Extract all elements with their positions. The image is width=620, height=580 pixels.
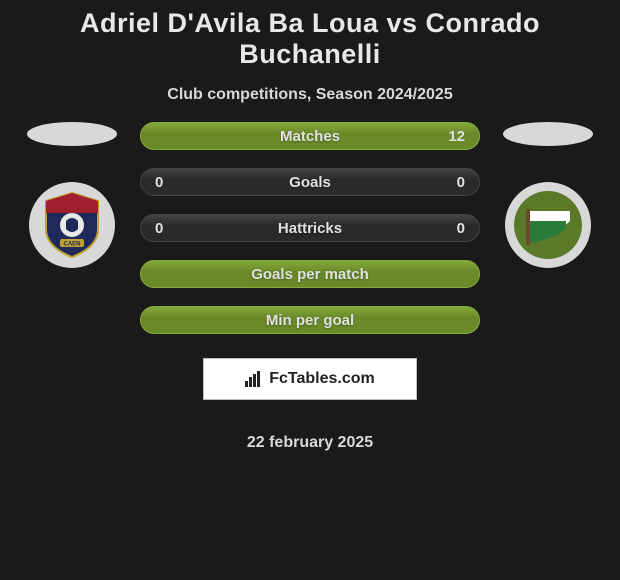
comparison-area: CAEN Matches 12 Goals 0 0 Hattricks 0 0 Goals pe… xyxy=(0,122,620,452)
infographic-root: Adriel D'Avila Ba Loua vs Conrado Buchan… xyxy=(0,0,620,580)
stat-value-right: 0 xyxy=(457,220,465,237)
stat-label: Hattricks xyxy=(278,220,342,237)
stat-label: Goals xyxy=(289,174,331,191)
svg-text:CAEN: CAEN xyxy=(63,242,80,248)
caen-crest-icon: CAEN xyxy=(42,191,102,259)
lechia-crest-icon xyxy=(512,189,584,261)
player-left-avatar-placeholder xyxy=(27,122,117,146)
stat-row-min-per-goal: Min per goal xyxy=(140,306,480,334)
stat-label: Goals per match xyxy=(251,266,369,283)
stat-value-left: 0 xyxy=(155,220,163,237)
right-player-column xyxy=(498,122,598,268)
brand-watermark: FcTables.com xyxy=(203,358,417,400)
stat-label: Matches xyxy=(280,128,340,145)
player-right-avatar-placeholder xyxy=(503,122,593,146)
left-player-column: CAEN xyxy=(22,122,122,268)
page-title: Adriel D'Avila Ba Loua vs Conrado Buchan… xyxy=(0,0,620,74)
club-badge-right xyxy=(505,182,591,268)
infographic-date: 22 february 2025 xyxy=(247,418,373,452)
bar-chart-icon xyxy=(245,371,263,387)
page-subtitle: Club competitions, Season 2024/2025 xyxy=(167,74,452,122)
stat-row-hattricks: Hattricks 0 0 xyxy=(140,214,480,242)
stat-row-goals: Goals 0 0 xyxy=(140,168,480,196)
stat-label: Min per goal xyxy=(266,312,354,329)
stat-row-matches: Matches 12 xyxy=(140,122,480,150)
stats-column: Matches 12 Goals 0 0 Hattricks 0 0 Goals per mat… xyxy=(140,122,480,452)
stat-value-right: 12 xyxy=(448,128,465,145)
stat-row-goals-per-match: Goals per match xyxy=(140,260,480,288)
club-badge-left: CAEN xyxy=(29,182,115,268)
stat-value-right: 0 xyxy=(457,174,465,191)
brand-text: FcTables.com xyxy=(269,370,375,388)
stat-value-left: 0 xyxy=(155,174,163,191)
